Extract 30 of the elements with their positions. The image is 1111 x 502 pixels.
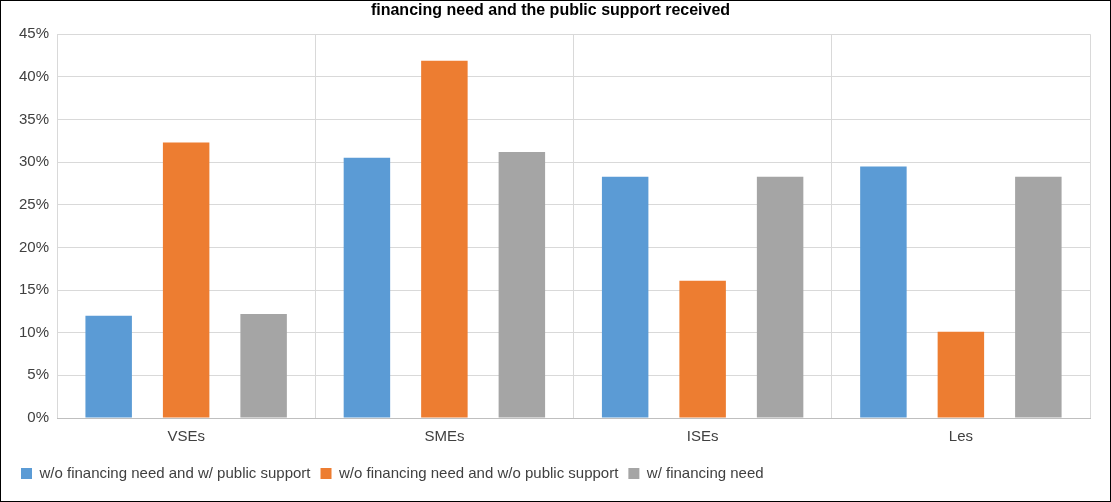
legend-label: w/o financing need and w/o public support — [338, 463, 620, 481]
y-tick-label: 25% — [18, 194, 50, 212]
bar — [756, 176, 804, 418]
bar — [421, 60, 468, 418]
bar — [498, 151, 546, 418]
chart-title: financing need and the public support received — [370, 1, 731, 19]
bar — [860, 166, 907, 418]
y-tick-label: 0% — [27, 408, 50, 426]
y-tick-label: 45% — [18, 24, 50, 42]
x-tick-label: ISEs — [686, 427, 719, 445]
x-tick-label: Les — [948, 427, 973, 445]
y-tick-label: 5% — [27, 365, 50, 383]
bar — [679, 280, 726, 418]
bar — [601, 176, 649, 418]
y-tick-label: 15% — [18, 280, 50, 298]
y-tick-label: 10% — [18, 322, 50, 340]
y-tick-label: 35% — [18, 109, 50, 127]
bar — [343, 157, 391, 418]
bar — [1015, 176, 1062, 418]
y-tick-label: 40% — [18, 66, 50, 84]
x-tick-label: VSEs — [167, 427, 205, 445]
bar — [162, 142, 210, 418]
y-tick-label: 20% — [18, 237, 50, 255]
x-tick-label: SMEs — [424, 427, 465, 445]
bar — [85, 315, 132, 418]
bar — [937, 331, 985, 418]
bar — [240, 313, 287, 418]
legend-label: w/ financing need — [645, 463, 764, 481]
legend-label: w/o financing need and w/ public support — [38, 463, 312, 481]
y-tick-label: 30% — [18, 152, 50, 170]
